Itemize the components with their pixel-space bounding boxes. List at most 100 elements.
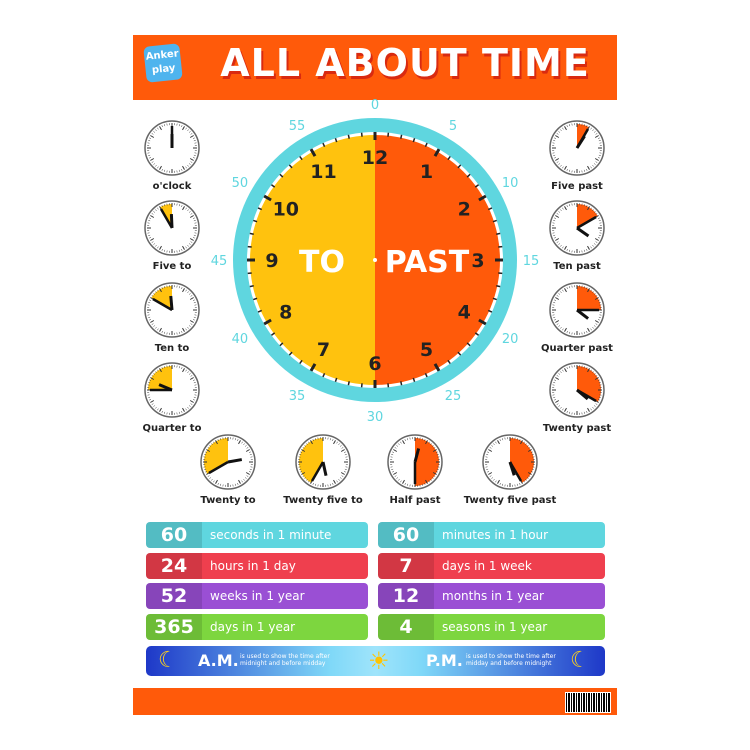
- minute-hand: [576, 215, 597, 230]
- tick-mark: [257, 207, 263, 211]
- tick-mark: [487, 309, 493, 313]
- tick-mark: [424, 372, 428, 378]
- tick-mark: [478, 318, 487, 326]
- fact-text: days in 1 year: [210, 619, 296, 634]
- fact-text: months in 1 year: [442, 589, 544, 603]
- moon-icon: ☾: [158, 648, 178, 673]
- tick-mark: [279, 173, 284, 178]
- fact-row: 7 days in 1 week: [378, 552, 605, 579]
- tick-mark: [487, 207, 493, 211]
- clock-label: Quarter past: [541, 343, 613, 354]
- am-pm-banner: ☾ A.M. is used to show the time after mi…: [146, 646, 605, 676]
- fact-number: 24: [146, 552, 202, 579]
- tick-mark: [412, 138, 416, 143]
- hour-hand: [413, 448, 421, 463]
- tick-mark: [257, 309, 263, 313]
- tick-mark: [279, 342, 284, 347]
- tick-mark: [496, 232, 501, 235]
- tick-mark: [433, 148, 441, 157]
- tick-mark: [447, 156, 451, 161]
- hour-number: 4: [458, 302, 471, 324]
- tick-mark: [496, 285, 501, 288]
- tick-mark: [474, 332, 479, 336]
- minute-hand: [159, 208, 174, 229]
- fact-row: 52 weeks in 1 year: [146, 583, 368, 609]
- tick-mark: [334, 138, 338, 143]
- fact-number: 12: [378, 583, 434, 609]
- clock-label: Ten to: [155, 343, 190, 354]
- fact-row: 365 days in 1 year: [146, 613, 368, 640]
- minute-hand: [152, 297, 173, 312]
- minute-number: 10: [502, 176, 519, 191]
- tick-mark: [424, 142, 428, 148]
- header-banner: Anker play ALL ABOUT TIME: [133, 35, 617, 100]
- tick-mark: [288, 351, 293, 356]
- tick-mark: [492, 219, 497, 223]
- clock-label: Five to: [153, 261, 192, 272]
- tick-mark: [433, 363, 441, 372]
- small-clock: o'clock: [144, 120, 200, 192]
- tick-mark: [253, 219, 258, 223]
- minute-hand: [208, 460, 229, 475]
- past-label: PAST: [385, 245, 470, 280]
- page-title: ALL ABOUT TIME: [220, 41, 590, 85]
- clock-label: o'clock: [153, 181, 192, 192]
- minute-hand: [310, 461, 325, 482]
- small-clock: Quarter past: [541, 282, 613, 354]
- clock-label: Ten past: [553, 261, 601, 272]
- fact-row: 24 hours in 1 day: [146, 552, 368, 579]
- small-clock: Ten past: [549, 200, 605, 272]
- tick-mark: [263, 194, 272, 202]
- to-label: TO: [299, 245, 345, 280]
- fact-number: 365: [146, 613, 202, 640]
- barcode: [565, 692, 611, 713]
- am-description: is used to show the time after midnight …: [240, 653, 330, 667]
- clock-label: Twenty five past: [464, 495, 557, 506]
- hour-hand: [576, 226, 590, 238]
- tick-mark: [253, 297, 258, 301]
- tick-mark: [309, 148, 317, 157]
- fact-number: 60: [378, 522, 434, 548]
- pm-label: P.M.: [426, 651, 463, 670]
- elapsed-segment: [148, 366, 172, 390]
- hour-number: 5: [420, 339, 433, 361]
- small-clock: Twenty five past: [464, 434, 557, 506]
- hour-hand: [321, 461, 328, 476]
- tick-mark: [322, 142, 326, 148]
- clock-label: Quarter to: [143, 423, 202, 434]
- small-clock: Five past: [549, 120, 605, 192]
- tick-mark: [249, 285, 254, 288]
- hour-hand: [576, 308, 590, 320]
- minute-number: 25: [445, 389, 462, 404]
- fact-text: seconds in 1 minute: [210, 528, 332, 542]
- tick-mark: [466, 342, 471, 347]
- tick-mark: [447, 359, 451, 364]
- small-clock: Half past: [387, 434, 443, 506]
- past-half: [375, 135, 500, 385]
- hour-number: 8: [279, 302, 292, 324]
- tick-mark: [263, 318, 272, 326]
- small-clock: Quarter to: [143, 362, 202, 434]
- tick-mark: [400, 134, 403, 139]
- small-clock: Five to: [144, 200, 200, 272]
- hour-hand: [575, 135, 586, 149]
- fact-row: 60 seconds in 1 minute: [146, 522, 368, 548]
- minute-number: 35: [289, 389, 306, 404]
- fact-text: weeks in 1 year: [210, 589, 305, 603]
- tick-mark: [271, 332, 276, 336]
- elapsed-segment: [415, 438, 439, 486]
- hour-number: 11: [310, 161, 336, 183]
- tick-mark: [478, 194, 487, 202]
- tick-mark: [474, 184, 479, 188]
- tick-mark: [457, 351, 462, 356]
- clock-label: Twenty to: [200, 495, 255, 506]
- moon-icon: ☾: [570, 648, 590, 673]
- minute-number: 40: [232, 332, 249, 347]
- minute-number: 20: [502, 332, 519, 347]
- tick-mark: [412, 377, 416, 382]
- tick-mark: [288, 164, 293, 169]
- tick-mark: [299, 156, 303, 161]
- tick-mark: [347, 134, 350, 139]
- hour-hand: [576, 388, 589, 401]
